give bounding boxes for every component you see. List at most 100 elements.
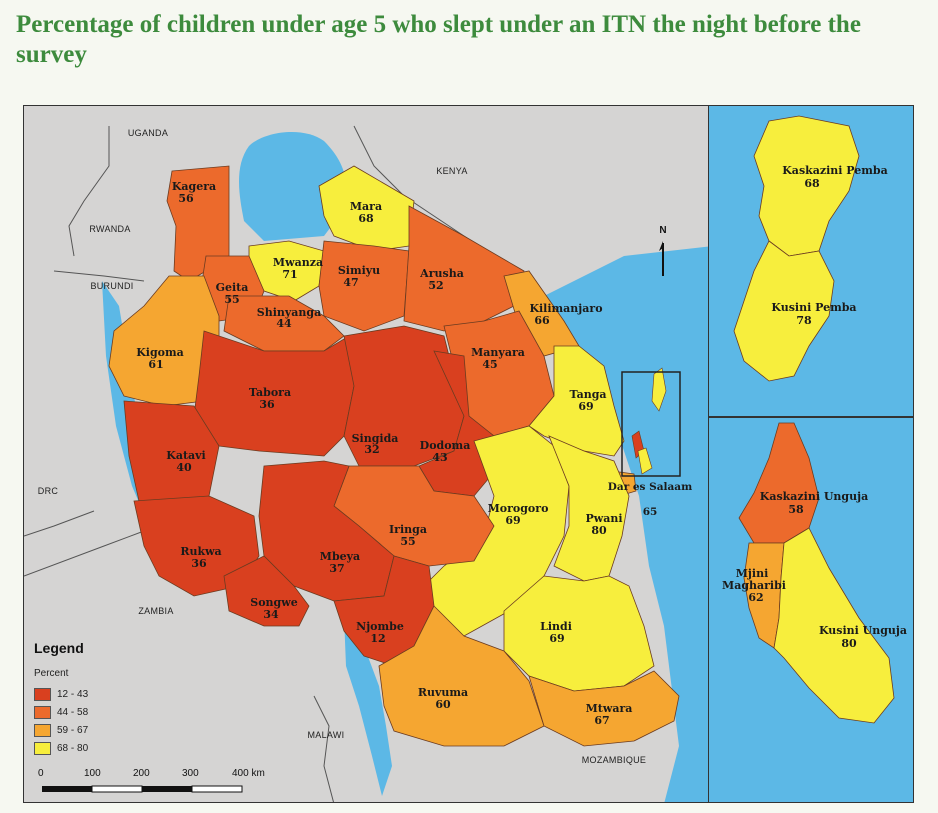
region-simiyu [318,240,410,332]
label-manyara-name: Manyara [471,346,525,359]
region-unguja-small-south [637,447,653,475]
label-kagera-name: Kagera [172,180,216,193]
scale-label: 200 [133,768,150,779]
scale-bar [42,785,243,793]
label-lindi-value: 69 [549,632,564,645]
country-label-rwanda: RWANDA [89,224,130,234]
label-geita-value: 55 [224,293,239,306]
label-mara-name: Mara [350,200,382,213]
legend-swatch [34,742,51,755]
label-dar-value: 65 [643,506,658,518]
label-rukwa-name: Rukwa [180,545,221,558]
label-dar-name: Dar es Salaam [608,481,692,493]
scale-label: 100 [84,768,101,779]
label-mwanza-value: 71 [282,268,297,281]
scale-label: 0 [38,768,44,779]
label-songwe-value: 34 [263,608,279,621]
label-kilimanjaro-value: 66 [534,314,550,327]
label-kaskazini-pemba-value: 68 [804,177,820,190]
country-label-drc: DRC [38,486,59,496]
region-kusini-pemba [733,240,835,382]
legend-swatch [34,688,51,701]
label-kaskazini-pemba-name: Kaskazini Pemba [782,164,888,177]
label-njombe-name: Njombe [356,620,404,633]
page-title: Percentage of children under age 5 who s… [16,11,861,68]
label-kusini-unguja-name: Kusini Unguja [819,624,907,637]
label-simiyu-value: 47 [343,276,358,289]
label-mtwara-name: Mtwara [586,702,633,715]
label-njombe-value: 12 [370,632,385,645]
label-kigoma-name: Kigoma [136,346,184,359]
country-label-burundi: BURUNDI [90,281,133,291]
legend-item: 68 - 80 [34,742,88,755]
legend-range: 44 - 58 [57,707,89,719]
label-rukwa-value: 36 [191,557,207,570]
label-arusha-value: 52 [428,279,443,292]
lake-victoria [239,131,347,241]
label-arusha-name: Arusha [419,267,464,280]
label-geita-name: Geita [216,281,249,294]
region-shinyanga [223,295,345,352]
region-kusini-unguja [773,527,895,724]
label-mbeya-value: 37 [329,562,344,575]
label-kagera-value: 56 [178,192,194,205]
map-legend: Legend Percent 12 - 43 44 - 58 59 - 67 6… [34,640,284,800]
label-mjini-name-2: Magharibi [722,579,786,592]
label-tabora-name: Tabora [249,386,291,399]
legend-item: 59 - 67 [34,724,88,737]
region-mtwara [528,670,680,747]
country-label-mozambique: MOZAMBIQUE [582,755,647,765]
legend-item: 12 - 43 [34,688,88,701]
label-shinyanga-name: Shinyanga [257,306,321,319]
country-label-uganda: UGANDA [128,128,168,138]
region-tanga [528,345,625,457]
legend-title: Legend [34,640,84,656]
label-kusini-unguja-value: 80 [841,637,857,650]
label-morogoro-name: Morogoro [488,502,549,515]
label-pwani-name: Pwani [585,512,622,525]
region-singida [343,325,465,467]
legend-swatch [34,724,51,737]
legend-item: 44 - 58 [34,706,88,719]
region-kaskazini-unguja [738,422,820,544]
legend-range: 68 - 80 [57,743,89,755]
inset-unguja: Kaskazini Unguja 58 Mjini Magharibi 62 Kusi… [708,417,914,803]
legend-subtitle: Percent [34,668,69,679]
north-arrow-icon: N [653,221,673,281]
country-label-kenya: KENYA [436,166,467,176]
label-mara-value: 68 [358,212,374,225]
label-singida-value: 32 [364,443,379,456]
label-mwanza-name: Mwanza [273,256,323,269]
label-manyara-value: 45 [482,358,497,371]
label-tabora-value: 36 [259,398,275,411]
legend-swatch [34,706,51,719]
inset-pemba: Kaskazini Pemba 68 Kusini Pemba 78 [708,105,914,417]
label-kaskazini-unguja-value: 58 [788,503,804,516]
legend-range: 12 - 43 [57,689,89,701]
inset-locator-box [621,371,681,477]
label-mtwara-value: 67 [594,714,609,727]
region-lindi [503,575,655,692]
label-ruvuma-value: 60 [435,698,451,711]
label-iringa-name: Iringa [389,523,427,536]
map-svg: UGANDA KENYA RWANDA BURUNDI DRC ZAMBIA M… [24,125,711,802]
label-kaskazini-unguja-name: Kaskazini Unguja [760,490,868,503]
